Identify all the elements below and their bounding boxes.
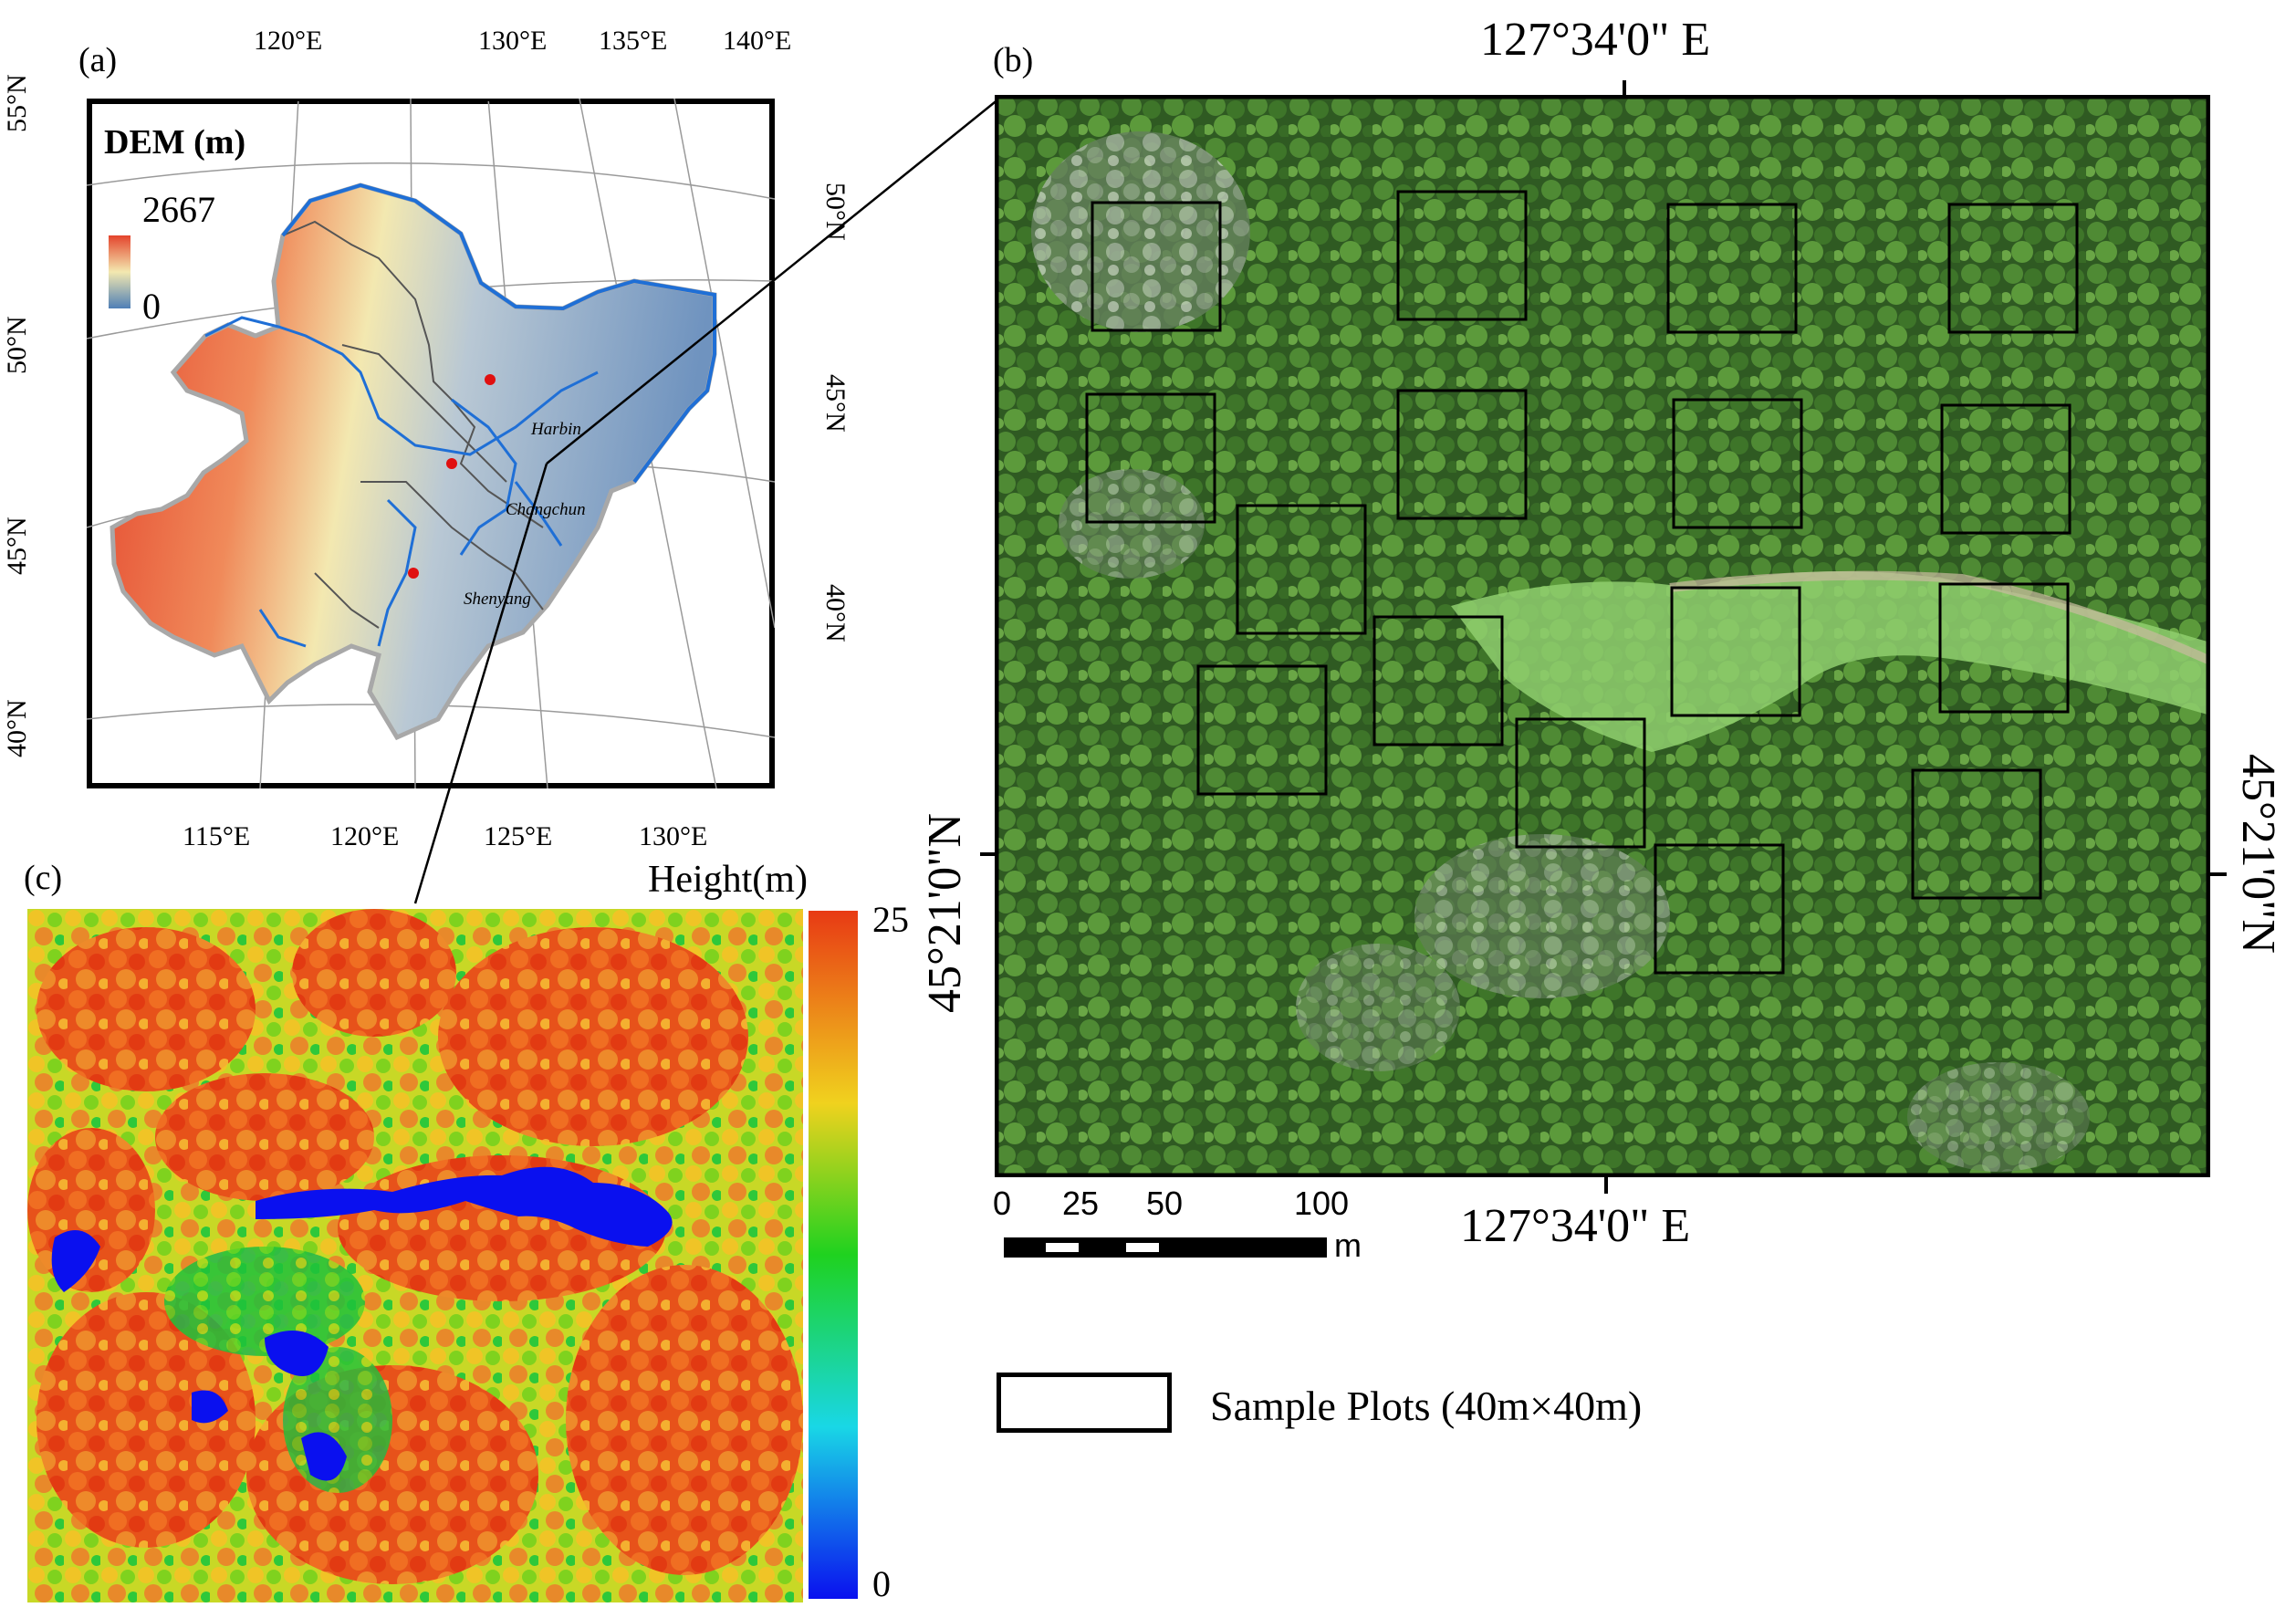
panel-a-bottom-lon-2: 120°E bbox=[330, 821, 400, 851]
city-dot-changchun bbox=[446, 458, 457, 469]
panel-c-chm bbox=[27, 909, 803, 1602]
panel-a-bottom-lon-1: 115°E bbox=[183, 821, 251, 851]
panel-a-label: (a) bbox=[78, 41, 118, 79]
dem-legend-min: 0 bbox=[142, 286, 161, 327]
panel-b-image bbox=[995, 95, 2210, 1177]
city-label-shenyang: Shenyang bbox=[464, 590, 531, 609]
inner-rivers bbox=[204, 316, 599, 648]
panel-a-top-lon-1: 120°E bbox=[254, 26, 323, 56]
dem-legend-max: 2667 bbox=[142, 189, 215, 230]
height-colorbar-min: 0 bbox=[872, 1563, 891, 1604]
city-label-changchun: Changchun bbox=[506, 500, 586, 519]
dem-legend-bar bbox=[109, 235, 130, 308]
boundary-river bbox=[281, 183, 716, 484]
scale-unit: m bbox=[1334, 1227, 1362, 1264]
panel-a-bottom-lon-4: 130°E bbox=[639, 821, 708, 851]
city-dot-harbin bbox=[485, 374, 496, 385]
height-colorbar bbox=[809, 911, 858, 1599]
scale-bar bbox=[1004, 1237, 1327, 1258]
scale-tick-25: 25 bbox=[1062, 1185, 1100, 1222]
city-label-harbin: Harbin bbox=[531, 420, 581, 439]
panel-b-ticks bbox=[980, 80, 2227, 1194]
panel-a-bottom-lon-3: 125°E bbox=[484, 821, 553, 851]
panel-a-top-lon-4: 140°E bbox=[723, 26, 792, 56]
panel-a-top-lon-2: 130°E bbox=[478, 26, 548, 56]
panel-a-map bbox=[87, 99, 775, 788]
panel-a-ticks bbox=[297, 99, 757, 101]
scale-tick-50: 50 bbox=[1146, 1185, 1184, 1222]
city-dot-shenyang bbox=[408, 568, 419, 579]
scale-tick-0: 0 bbox=[993, 1185, 1012, 1222]
panel-b-left-lat: 45°21'0"N bbox=[919, 813, 971, 1013]
panel-a-top-lon-3: 135°E bbox=[599, 26, 668, 56]
panel-b-top-lon: 127°34'0" E bbox=[1480, 14, 1711, 66]
sample-plots bbox=[1085, 190, 2079, 975]
panel-b-label: (b) bbox=[993, 41, 1034, 79]
dem-legend-title: DEM (m) bbox=[104, 123, 246, 162]
panel-b-bottom-lon: 127°34'0" E bbox=[1460, 1200, 1691, 1252]
height-colorbar-max: 25 bbox=[872, 899, 909, 940]
sample-plot-legend-label: Sample Plots (40m×40m) bbox=[1210, 1383, 1643, 1429]
sample-plot-legend-box bbox=[997, 1373, 1172, 1433]
panel-c-label: (c) bbox=[24, 859, 63, 897]
height-colorbar-title: Height(m) bbox=[648, 859, 808, 901]
scale-tick-100: 100 bbox=[1294, 1185, 1350, 1222]
